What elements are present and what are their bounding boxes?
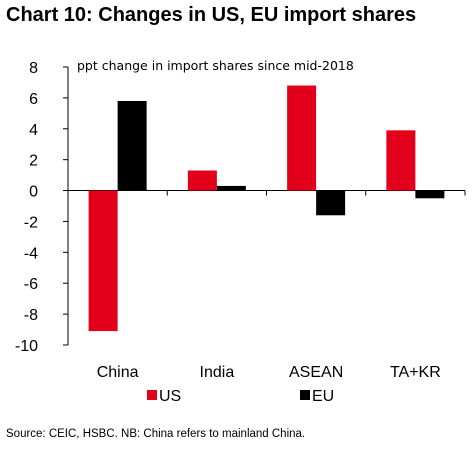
x-category-label: ASEAN [289, 364, 343, 381]
y-tick-label: 4 [29, 122, 38, 139]
legend-swatch-us [147, 390, 157, 400]
bar-us-india [187, 170, 217, 191]
y-tick-label: -4 [24, 245, 38, 262]
x-category-label: China [97, 364, 139, 381]
y-tick-label: 6 [29, 91, 38, 108]
y-tick-label: -8 [24, 307, 38, 324]
y-tick-label: 0 [29, 184, 38, 201]
bar-us-ta-kr [386, 130, 416, 191]
bar-us-china [88, 190, 118, 332]
x-category-label: TA+KR [390, 364, 441, 381]
legend-label-eu: EU [312, 388, 334, 405]
legend-swatch-eu [300, 390, 310, 400]
bar-eu-china [117, 100, 147, 191]
y-tick-label: -6 [24, 276, 38, 293]
y-tick-label: -2 [24, 214, 38, 231]
bar-eu-asean [316, 190, 346, 216]
source-note: Source: CEIC, HSBC. NB: China refers to … [6, 428, 306, 440]
x-category-label: India [200, 364, 235, 381]
legend-label-us: US [159, 388, 181, 405]
chart-title: Chart 10: Changes in US, EU import share… [6, 4, 417, 26]
bar-eu-india [216, 185, 246, 191]
bar-eu-ta-kr [415, 190, 445, 199]
y-tick-label: 2 [29, 153, 38, 170]
y-tick-label: -10 [15, 338, 38, 355]
chart-annotation: ppt change in import shares since mid-20… [77, 58, 354, 73]
y-tick-label: 8 [29, 60, 38, 77]
bar-us-asean [287, 85, 317, 191]
